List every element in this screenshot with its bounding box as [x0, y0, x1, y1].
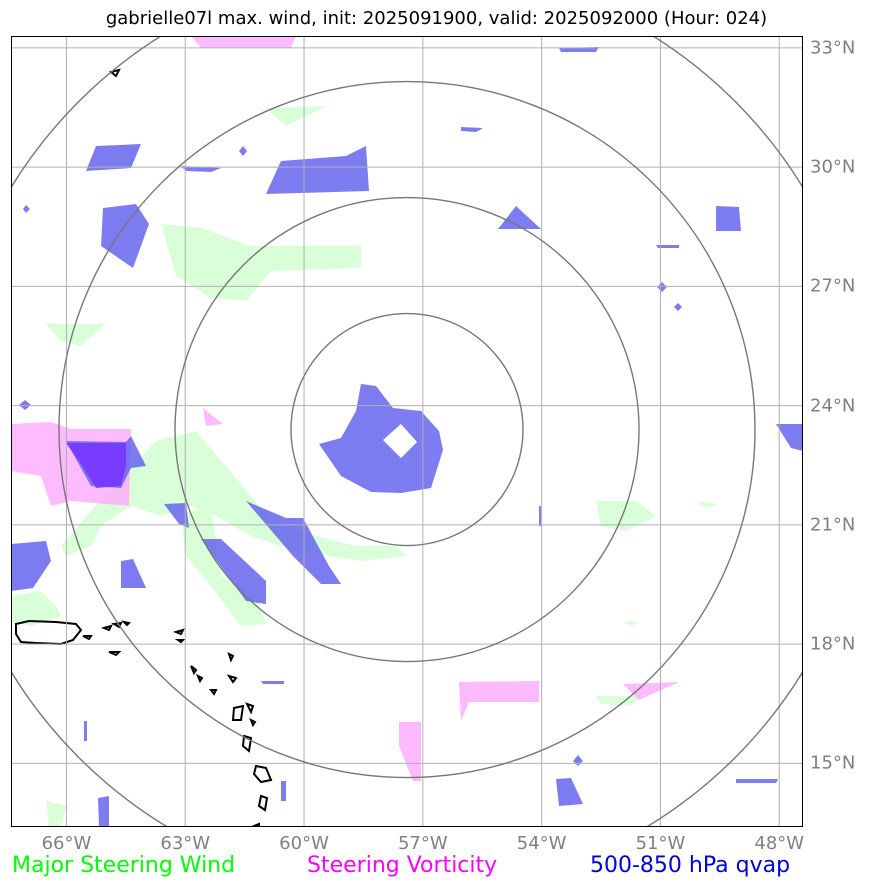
island-outline: [252, 764, 273, 784]
island-outline: [226, 674, 238, 684]
qvap-area: [23, 205, 30, 213]
island-outline: [249, 717, 257, 728]
coastline-layer: [15, 68, 273, 827]
latitude-label: 27°N: [810, 275, 856, 297]
longitude-label: 60°W: [279, 833, 329, 854]
latitude-label: 15°N: [810, 752, 856, 774]
qvap-area: [86, 144, 141, 171]
qvap-area: [239, 146, 247, 156]
latitude-label: 33°N: [810, 37, 856, 59]
legend-steering-wind: Major Steering Wind: [12, 853, 236, 878]
qvap-area: [281, 781, 286, 801]
island-outline: [174, 639, 186, 644]
qvap-area: [461, 127, 483, 132]
qvap-area: [556, 778, 583, 806]
wind-area: [623, 621, 639, 626]
wind-area: [46, 324, 106, 346]
range-rings: [11, 36, 803, 827]
qvap-clear-spot: [383, 424, 417, 458]
qvap-area: [201, 539, 266, 604]
qvap-area: [736, 779, 778, 783]
island-outline: [245, 702, 255, 715]
longitude-label: 48°W: [754, 833, 805, 854]
wind-area: [596, 696, 641, 706]
latitude-label: 30°N: [810, 156, 856, 178]
legend-steering-vorticity: Steering Vorticity: [307, 853, 498, 878]
qvap-area: [656, 245, 679, 248]
vorticity-area: [459, 681, 539, 721]
wind-area: [696, 501, 719, 508]
qvap-area: [261, 681, 284, 684]
longitude-label: 66°W: [41, 833, 92, 854]
wind-area: [11, 591, 61, 626]
island-outline: [257, 794, 269, 812]
island-outline: [108, 651, 122, 657]
qvap-area: [11, 541, 51, 591]
range-ring: [174, 196, 640, 663]
island-outline: [196, 673, 204, 684]
qvap-area: [164, 503, 189, 528]
island-outline: [100, 624, 113, 632]
range-ring: [290, 312, 524, 547]
qvap-area: [776, 424, 803, 451]
qvap-area: [319, 384, 443, 493]
qvap-area: [19, 400, 31, 410]
island-outline: [241, 734, 253, 753]
latitude-label: 21°N: [810, 514, 856, 536]
map-plot: [11, 36, 803, 827]
longitude-label: 63°W: [160, 833, 211, 854]
qvap-area: [657, 282, 667, 292]
qvap-area: [498, 206, 541, 229]
vorticity-area: [399, 722, 421, 781]
island-outline: [120, 620, 132, 627]
qvap-area: [98, 796, 109, 827]
map-canvas: [11, 36, 803, 827]
qvap-core-area: [66, 443, 126, 488]
wind-area: [266, 106, 326, 126]
island-outline: [82, 635, 93, 641]
vorticity-area: [203, 408, 223, 426]
latitude-label: 18°N: [810, 633, 856, 655]
qvap-area: [266, 146, 369, 194]
island-outline: [172, 628, 185, 636]
legend-qvap: 500-850 hPa qvap: [590, 853, 791, 878]
qvap-area: [84, 721, 87, 741]
longitude-label: 51°W: [635, 833, 686, 854]
longitude-label: 57°W: [397, 833, 448, 854]
qvap-area: [121, 559, 146, 588]
island-outline: [108, 68, 121, 78]
range-ring: [58, 80, 756, 779]
graticule: [11, 36, 803, 827]
wind-area: [596, 501, 656, 531]
qvap-area: [101, 204, 149, 268]
island-outline: [209, 689, 218, 696]
puerto-rico-outline: [15, 619, 83, 646]
vorticity-area: [191, 36, 296, 48]
map-title: gabrielle07l max. wind, init: 2025091900…: [105, 8, 768, 29]
wind-area: [46, 801, 66, 827]
vorticity-area: [623, 682, 679, 700]
island-outline: [227, 652, 235, 663]
qvap-area: [539, 506, 541, 526]
qvap-area: [674, 303, 682, 311]
wind-area: [61, 431, 406, 561]
qvap-area: [246, 501, 341, 584]
longitude-label: 54°W: [516, 833, 567, 854]
latitude-label: 24°N: [810, 395, 856, 417]
island-outline: [231, 704, 245, 721]
steering-wind-layer: [11, 106, 719, 827]
wind-area: [161, 224, 361, 301]
map-frame: [11, 36, 803, 827]
qvap-area: [716, 206, 741, 231]
island-outline: [190, 665, 198, 676]
